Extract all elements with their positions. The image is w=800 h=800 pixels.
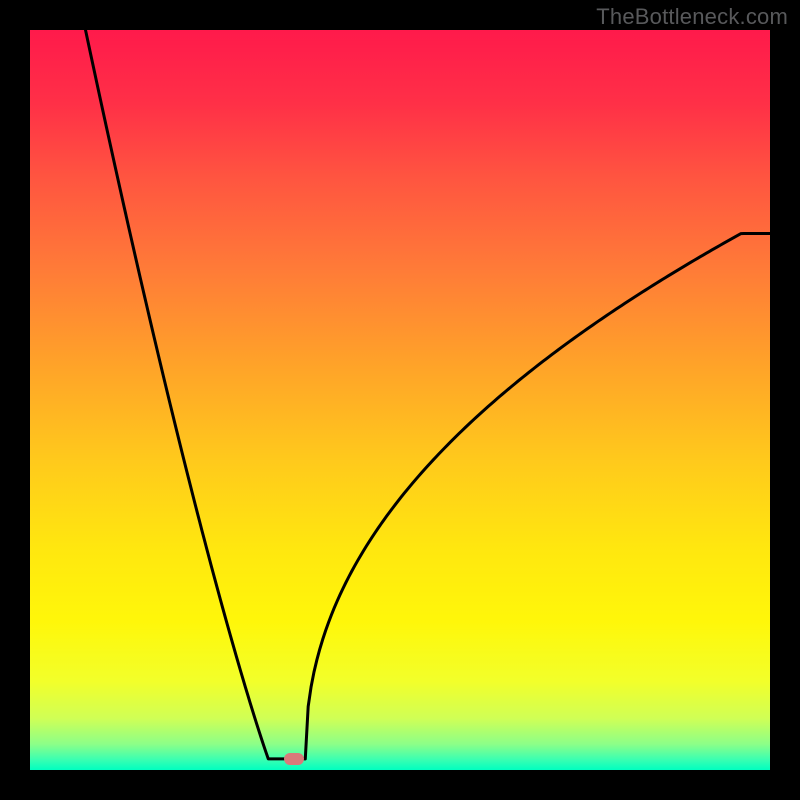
curve-path [86,30,771,759]
plot-area [30,30,770,770]
bottleneck-curve [30,30,770,770]
optimum-marker [284,753,304,765]
watermark-text: TheBottleneck.com [596,4,788,30]
